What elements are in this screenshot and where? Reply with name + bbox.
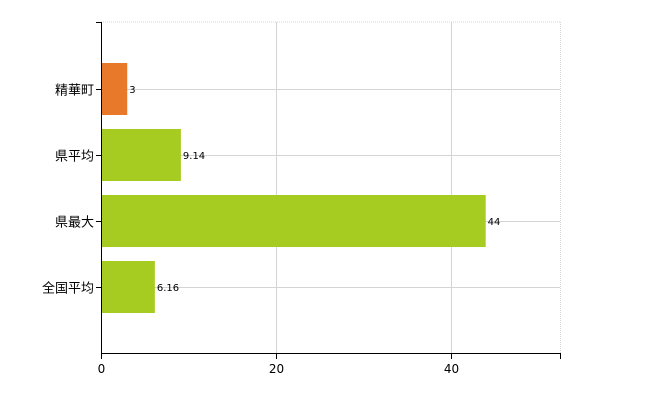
bar-layer bbox=[102, 63, 486, 313]
bar-1 bbox=[102, 129, 181, 181]
bar-2 bbox=[102, 195, 486, 247]
x-tick-label-1: 20 bbox=[269, 362, 284, 376]
bar-3 bbox=[102, 261, 155, 313]
category-label-3: 全国平均 bbox=[42, 281, 94, 297]
category-label-0: 精華町 bbox=[55, 84, 94, 99]
value-label-0: 3 bbox=[129, 85, 135, 96]
grid-layer bbox=[101, 21, 561, 353]
axis-layer bbox=[96, 22, 561, 359]
x-tick-label-2: 40 bbox=[444, 362, 459, 376]
bar-0 bbox=[102, 63, 128, 115]
x-tick-label-0: 0 bbox=[98, 362, 106, 376]
value-label-1: 9.14 bbox=[183, 151, 205, 162]
category-label-1: 県平均 bbox=[55, 150, 94, 165]
category-label-2: 県最大 bbox=[55, 216, 94, 231]
value-label-3: 6.16 bbox=[157, 283, 179, 294]
value-label-2: 44 bbox=[488, 217, 501, 228]
